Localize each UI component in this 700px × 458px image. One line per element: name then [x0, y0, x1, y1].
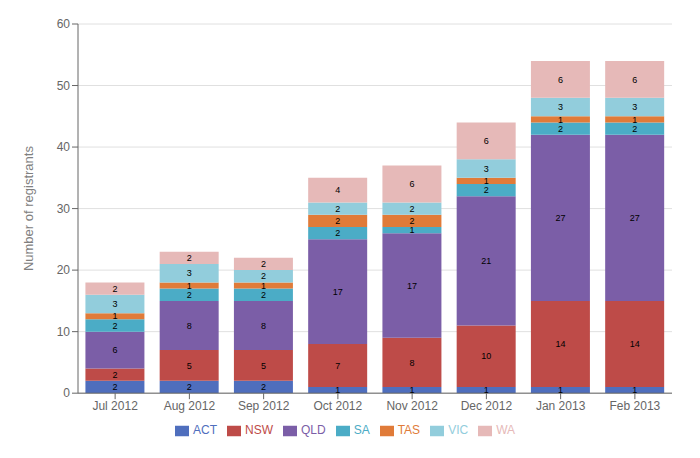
svg-text:6: 6	[484, 136, 489, 146]
svg-text:2: 2	[409, 216, 414, 226]
svg-text:8: 8	[187, 321, 192, 331]
svg-text:6: 6	[112, 345, 117, 355]
svg-text:2: 2	[112, 382, 117, 392]
svg-text:1: 1	[112, 311, 117, 321]
svg-text:1: 1	[261, 281, 266, 291]
svg-text:1: 1	[335, 385, 340, 395]
svg-text:Sep 2012: Sep 2012	[238, 399, 290, 413]
svg-text:2: 2	[261, 382, 266, 392]
svg-text:1: 1	[409, 225, 414, 235]
html-text:ACT: ACT	[193, 423, 217, 438]
html-text:SA: SA	[353, 423, 370, 438]
svg-text:27: 27	[555, 213, 565, 223]
svg-text:Dec 2012: Dec 2012	[461, 399, 513, 413]
svg-text:2: 2	[261, 259, 266, 269]
svg-text:3: 3	[632, 102, 637, 112]
html-text:WA: WA	[496, 423, 515, 438]
svg-text:1: 1	[484, 176, 489, 186]
svg-text:Feb 2013: Feb 2013	[610, 399, 661, 413]
svg-text:1: 1	[558, 385, 563, 395]
svg-text:2: 2	[261, 271, 266, 281]
svg-text:2: 2	[187, 290, 192, 300]
svg-text:3: 3	[558, 102, 563, 112]
svg-text:21: 21	[481, 256, 491, 266]
svg-text:1: 1	[409, 385, 414, 395]
svg-text:2: 2	[632, 124, 637, 134]
svg-text:3: 3	[187, 268, 192, 278]
svg-text:2: 2	[335, 204, 340, 214]
svg-text:2: 2	[558, 124, 563, 134]
svg-text:1: 1	[558, 115, 563, 125]
svg-text:50: 50	[57, 79, 71, 93]
svg-text:6: 6	[409, 179, 414, 189]
svg-text:40: 40	[57, 140, 71, 154]
svg-text:2: 2	[112, 321, 117, 331]
svg-text:1: 1	[632, 385, 637, 395]
svg-text:Number of registrants: Number of registrants	[21, 146, 36, 271]
svg-text:2: 2	[335, 228, 340, 238]
svg-text:Jul 2012: Jul 2012	[92, 399, 138, 413]
svg-text:1: 1	[187, 281, 192, 291]
svg-text:1: 1	[484, 385, 489, 395]
svg-text:6: 6	[558, 75, 563, 85]
svg-text:2: 2	[335, 216, 340, 226]
svg-text:2: 2	[187, 382, 192, 392]
svg-text:2: 2	[261, 290, 266, 300]
svg-text:8: 8	[261, 321, 266, 331]
svg-text:30: 30	[57, 202, 71, 216]
svg-text:17: 17	[407, 281, 417, 291]
svg-text:14: 14	[630, 339, 640, 349]
svg-text:2: 2	[409, 204, 414, 214]
svg-text:1: 1	[632, 115, 637, 125]
svg-text:60: 60	[57, 17, 71, 31]
svg-text:14: 14	[555, 339, 565, 349]
svg-text:0: 0	[63, 386, 70, 400]
html-text:NSW: NSW	[245, 423, 273, 438]
svg-text:6: 6	[632, 75, 637, 85]
svg-text:17: 17	[333, 287, 343, 297]
svg-text:3: 3	[112, 299, 117, 309]
svg-text:5: 5	[187, 361, 192, 371]
svg-text:27: 27	[630, 213, 640, 223]
svg-text:8: 8	[409, 358, 414, 368]
html-text:QLD: QLD	[301, 423, 326, 438]
svg-text:2: 2	[112, 370, 117, 380]
svg-text:Aug 2012: Aug 2012	[164, 399, 216, 413]
html-text:VIC: VIC	[448, 423, 469, 438]
svg-text:Jan 2013: Jan 2013	[536, 399, 586, 413]
html-text:TAS: TAS	[397, 423, 421, 438]
svg-text:Nov 2012: Nov 2012	[386, 399, 438, 413]
svg-text:10: 10	[57, 325, 71, 339]
svg-text:7: 7	[335, 361, 340, 371]
svg-text:5: 5	[261, 361, 266, 371]
svg-text:10: 10	[481, 351, 491, 361]
svg-text:4: 4	[335, 185, 340, 195]
svg-text:2: 2	[484, 185, 489, 195]
svg-text:2: 2	[187, 253, 192, 263]
svg-text:2: 2	[112, 284, 117, 294]
svg-text:3: 3	[484, 164, 489, 174]
svg-text:Oct 2012: Oct 2012	[314, 399, 363, 413]
svg-text:20: 20	[57, 263, 71, 277]
